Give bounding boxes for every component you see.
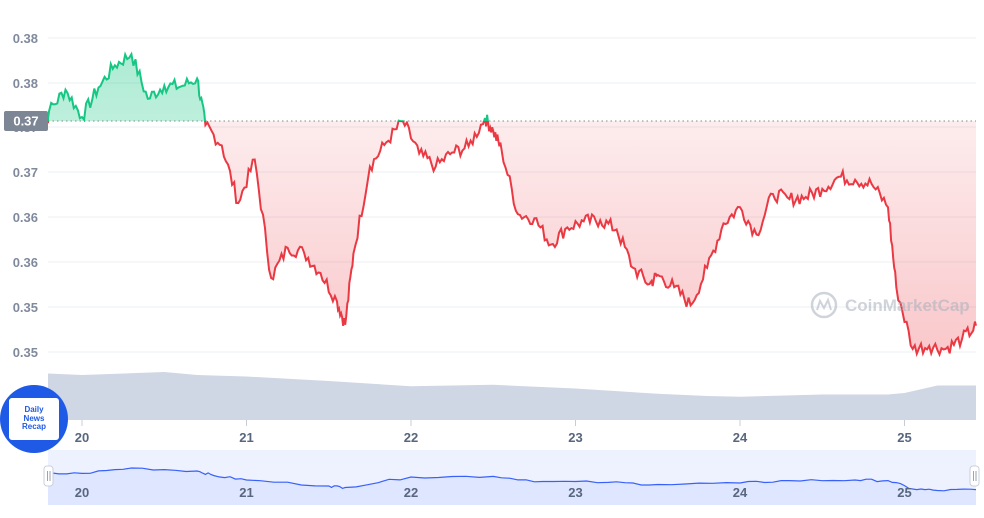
baseline-label-text: 0.37 (13, 114, 38, 129)
x-tick-label: 22 (404, 430, 418, 445)
navigator-left-handle[interactable] (43, 465, 54, 487)
navigator-area (48, 468, 976, 505)
volume-area-shape (48, 372, 976, 420)
coinmarketcap-m-icon (816, 297, 832, 311)
baseline-label: 0.37 (4, 111, 48, 131)
x-tick-label: 25 (897, 430, 911, 445)
navigator-x-tick-label: 22 (404, 485, 418, 500)
watermark-text: CoinMarketCap (845, 296, 970, 315)
navigator-line (47, 467, 977, 492)
price-line-below (48, 121, 977, 358)
navigator-x-tick-label: 20 (75, 485, 89, 500)
x-tick-label: 24 (733, 430, 748, 445)
y-tick-label: 0.35 (13, 345, 38, 360)
navigator-series (47, 467, 977, 505)
price-fill-below (48, 121, 976, 355)
navigator-right-handle[interactable] (969, 465, 980, 487)
x-tick-label: 23 (568, 430, 582, 445)
watermark: CoinMarketCap (810, 291, 970, 319)
x-tick-label: 20 (75, 430, 89, 445)
y-tick-label: 0.37 (13, 165, 38, 180)
navigator-x-tick-label: 25 (897, 485, 911, 500)
navigator-x-tick-label: 23 (568, 485, 582, 500)
navigator-x-axis: 20 21 22 23 24 25 (75, 485, 912, 500)
daily-news-recap-badge: Daily News Recap (0, 385, 68, 453)
y-tick-label: 0.36 (13, 210, 38, 225)
y-tick-label: 0.36 (13, 255, 38, 270)
volume-area (48, 372, 976, 420)
daily-news-recap-logo: Daily News Recap (9, 398, 59, 440)
price-line (48, 51, 977, 358)
navigator-x-tick-label: 21 (239, 485, 253, 500)
price-fill (48, 54, 976, 355)
y-tick-label: 0.35 (13, 300, 38, 315)
y-axis: 0.38 0.38 0.37 0.37 0.36 0.36 0.35 0.35 (13, 31, 38, 360)
navigator-x-tick-label: 24 (733, 485, 748, 500)
navigator[interactable]: 20 21 22 23 24 25 (43, 450, 980, 505)
x-axis: 20 21 22 23 24 25 (75, 420, 912, 445)
coinmarketcap-logo-icon (810, 291, 838, 319)
price-fill-above (48, 54, 976, 121)
x-tick-label: 21 (239, 430, 253, 445)
y-tick-label: 0.38 (13, 76, 38, 91)
price-line-above (48, 51, 489, 121)
y-tick-label: 0.38 (13, 31, 38, 46)
